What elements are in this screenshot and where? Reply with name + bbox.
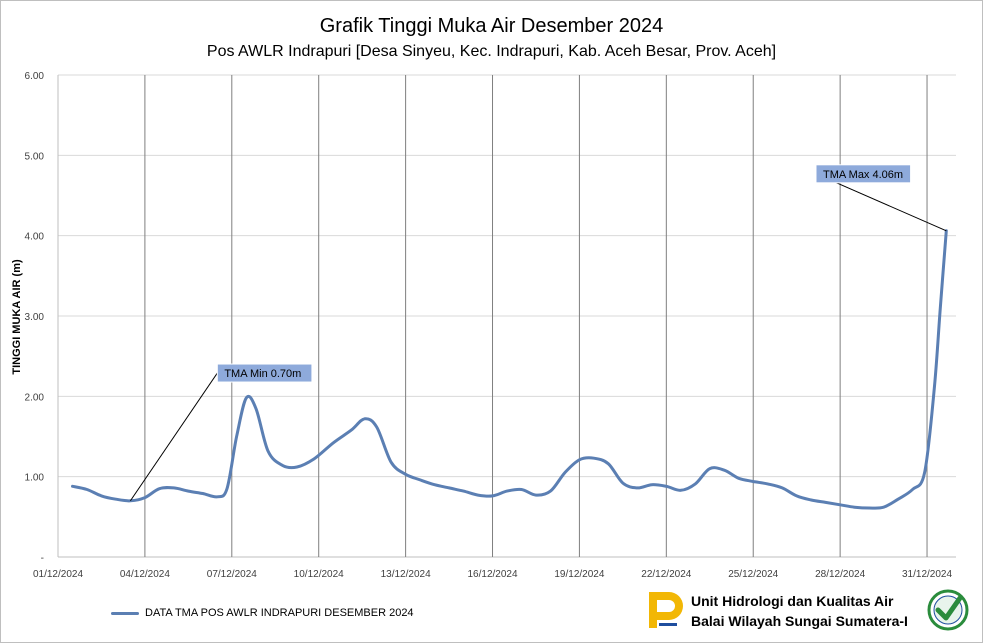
x-tick-label: 19/12/2024	[554, 569, 604, 580]
chart-title: Grafik Tinggi Muka Air Desember 2024	[319, 15, 664, 37]
x-tick-label: 13/12/2024	[381, 569, 431, 580]
x-tick-label: 28/12/2024	[815, 569, 865, 580]
y-axis-ticks: - 1.00 2.00 3.00 4.00 5.00 6.00	[25, 71, 45, 564]
series-layer	[71, 229, 948, 510]
badge-check	[935, 595, 963, 621]
y-tick-label: 5.00	[25, 151, 45, 162]
vertical-gridlines	[57, 75, 928, 557]
logo-stem	[649, 592, 657, 628]
logo-bar-bottom	[649, 612, 669, 620]
logo-arc	[669, 592, 683, 620]
pupr-logo-icon	[649, 592, 683, 628]
x-tick-label: 22/12/2024	[641, 569, 691, 580]
organization-line1: Unit Hidrologi dan Kualitas Air	[691, 593, 894, 609]
x-tick-label: 10/12/2024	[294, 569, 344, 580]
logo-bar-top	[649, 592, 669, 600]
x-tick-label: 07/12/2024	[207, 569, 257, 580]
organization-text: Unit Hidrologi dan Kualitas Air Balai Wi…	[691, 591, 908, 631]
x-axis-ticks: 01/12/2024 04/12/2024 07/12/2024 10/12/2024…	[33, 569, 953, 580]
legend-line-swatch	[111, 611, 139, 615]
annotation-label: TMA Max 4.06m	[823, 169, 903, 181]
x-tick-label: 16/12/2024	[467, 569, 517, 580]
plot-area: - 1.00 2.00 3.00 4.00 5.00 6.00 01/12/2024 04/1…	[11, 71, 956, 580]
annotations-layer: TMA Min 0.70m TMA Max 4.06m	[130, 164, 947, 502]
logo-water-line	[659, 623, 677, 626]
y-axis-label: TINGGI MUKA AIR (m)	[11, 259, 23, 375]
y-tick-label: 4.00	[25, 232, 45, 243]
x-tick-label: 25/12/2024	[728, 569, 778, 580]
organization-line2: Balai Wilayah Sungai Sumatera-I	[691, 613, 908, 629]
horizontal-gridlines	[58, 74, 956, 558]
series-line	[71, 229, 948, 510]
badge-ring	[927, 589, 969, 631]
annotation-label: TMA Min 0.70m	[224, 368, 301, 380]
annotation-box	[216, 363, 313, 383]
certification-check-icon	[927, 589, 969, 631]
y-tick-label: 1.00	[25, 473, 45, 484]
y-tick-label: 6.00	[25, 71, 45, 82]
y-tick-label: 3.00	[25, 312, 45, 323]
legend-label: DATA TMA POS AWLR INDRAPURI DESEMBER 202…	[145, 607, 414, 619]
annotation-box	[815, 164, 912, 184]
chart-subtitle: Pos AWLR Indrapuri [Desa Sinyeu, Kec. In…	[206, 43, 777, 60]
x-tick-label: 01/12/2024	[33, 569, 83, 580]
y-tick-label: -	[41, 553, 44, 564]
x-tick-label: 04/12/2024	[120, 569, 170, 580]
x-tick-label: 31/12/2024	[902, 569, 952, 580]
y-tick-label: 2.00	[25, 392, 45, 403]
annotation-leader-line	[815, 173, 947, 232]
legend: DATA TMA POS AWLR INDRAPURI DESEMBER 202…	[111, 607, 414, 619]
annotation-leader-line	[130, 372, 218, 502]
organization-block: Unit Hidrologi dan Kualitas Air Balai Wi…	[643, 587, 973, 635]
